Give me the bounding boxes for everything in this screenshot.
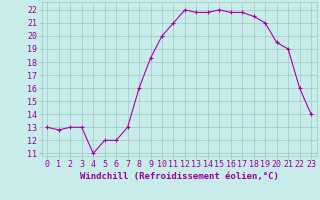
- X-axis label: Windchill (Refroidissement éolien,°C): Windchill (Refroidissement éolien,°C): [80, 172, 279, 181]
